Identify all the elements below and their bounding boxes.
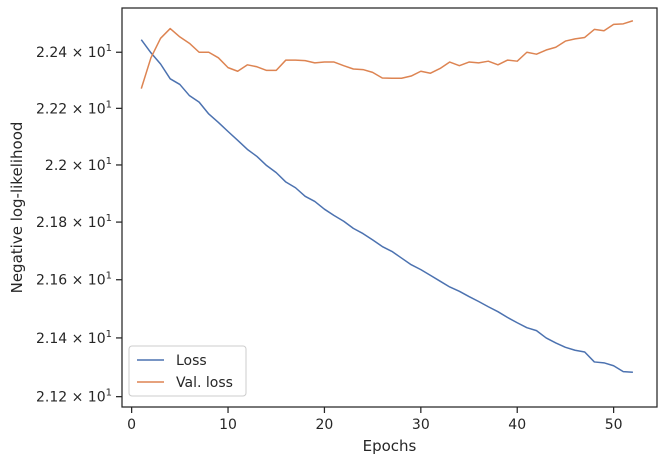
y-tick-label: 2.2 × 101 (45, 156, 112, 174)
y-tick-label: 2.24 × 101 (36, 43, 112, 61)
y-tick-label: 2.18 × 101 (36, 213, 112, 231)
x-tick-label: 50 (605, 417, 623, 433)
y-axis-ticks: 2.12 × 101 2.14 × 101 2.16 × 101 2.18 × 101… (36, 43, 122, 406)
y-tick-label: 2.16 × 101 (36, 271, 112, 289)
x-axis-ticks: 0 10 20 30 40 50 (127, 407, 623, 433)
x-tick-label: 40 (508, 417, 526, 433)
y-tick-label: 2.14 × 101 (36, 329, 112, 347)
series-line-val-loss (140, 20, 634, 89)
plot-background (122, 8, 657, 407)
legend-label-loss: Loss (176, 353, 207, 369)
x-axis-label: Epochs (363, 437, 417, 455)
x-tick-label: 30 (412, 417, 430, 433)
x-tick-label: 10 (219, 417, 237, 433)
y-axis-label: Negative log-likelihood (8, 122, 26, 294)
series-layer (140, 20, 634, 373)
plot-frame (121, 7, 658, 408)
y-tick-label: 2.22 × 101 (36, 99, 112, 117)
x-tick-label: 0 (127, 417, 136, 433)
y-tick-label: 2.12 × 101 (36, 388, 112, 406)
legend-box (128, 345, 247, 397)
legend: Loss Val. loss (128, 345, 247, 397)
x-tick-label: 20 (316, 417, 334, 433)
series-line-loss (140, 39, 633, 373)
legend-label-val-loss: Val. loss (176, 375, 233, 391)
